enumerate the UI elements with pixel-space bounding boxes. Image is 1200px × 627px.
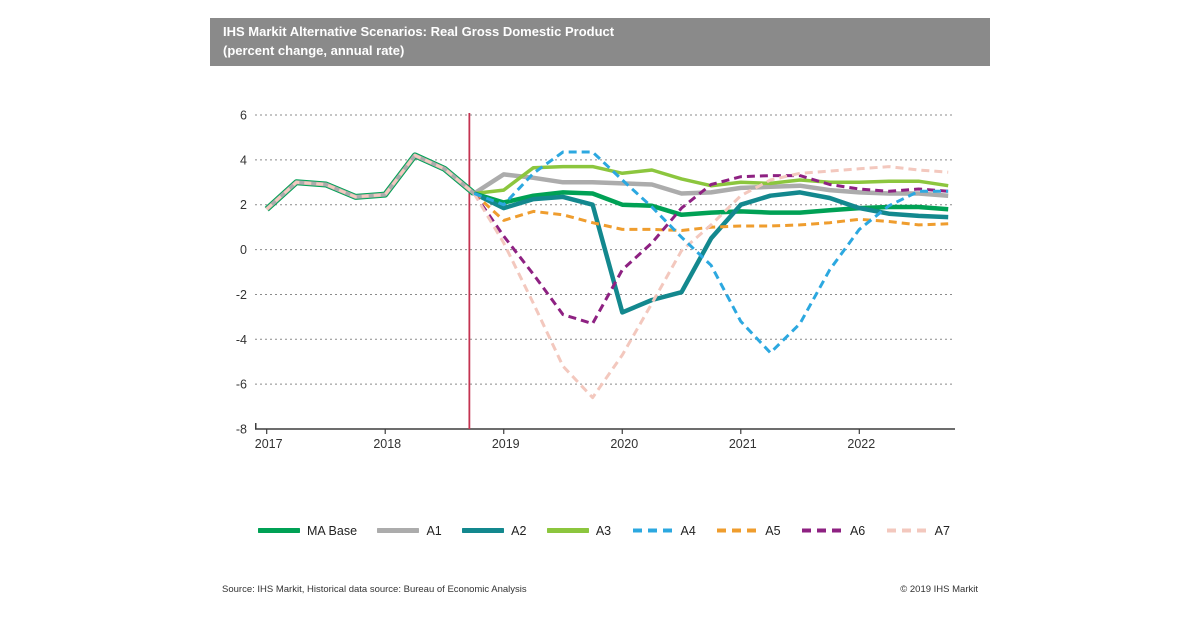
x-tick-label-2022: 2022 (847, 437, 875, 451)
y-tick-label-2: 2 (240, 198, 247, 212)
x-tick-label-2018: 2018 (373, 437, 401, 451)
gdp-line-chart: 6 4 2 0 -2 -4 -6 -8 2017 2018 2019 2020 2021 2022 (210, 78, 990, 498)
legend-item-a7: A7 (886, 524, 950, 538)
x-tick-label-2019: 2019 (492, 437, 520, 451)
legend-item-a3: A3 (546, 523, 612, 538)
legend-label: A7 (934, 523, 950, 538)
y-tick-label--8: -8 (236, 422, 247, 436)
series-line-a4 (473, 150, 949, 354)
legend-item-ma-base: MA Base (258, 524, 357, 538)
y-tick-label--2: -2 (236, 288, 247, 302)
legend-swatch-a6 (801, 528, 842, 533)
y-tick-label-4: 4 (240, 153, 247, 167)
legend-label: A2 (511, 523, 527, 538)
x-tick-label-2017: 2017 (255, 437, 283, 451)
legend-label: A4 (680, 523, 696, 538)
legend-label: A3 (595, 523, 612, 538)
chart-title-bar: IHS Markit Alternative Scenarios: Real G… (210, 18, 990, 66)
chart-footer: Source: IHS Markit, Historical data sour… (222, 584, 978, 595)
chart-card: IHS Markit Alternative Scenarios: Real G… (210, 18, 990, 595)
series-line-a7 (472, 164, 949, 399)
legend-label: A1 (426, 523, 442, 538)
legend-swatch-a4 (632, 528, 673, 533)
legend-item-a1: A1 (377, 523, 442, 538)
copyright-note: © 2019 IHS Markit (900, 583, 978, 595)
history-line-layer-2 (265, 153, 476, 210)
chart-title-line2: (percent change, annual rate) (223, 42, 405, 58)
legend-item-a6: A6 (801, 524, 865, 538)
x-tick-label-2020: 2020 (610, 437, 638, 451)
gdp-chart-canvas: 6 4 2 0 -2 -4 -6 -8 2017 2018 2019 2020 2021 2022 (236, 108, 955, 451)
legend-label: A6 (849, 523, 866, 538)
chart-legend: MA Base A1 A2 A3 A4 A5 A6 A7 (258, 524, 950, 538)
legend-swatch-a1 (377, 528, 420, 534)
legend-swatch-ma-base (258, 528, 300, 534)
legend-item-a4: A4 (632, 524, 696, 538)
legend-label: A5 (765, 523, 781, 538)
series-line-a1 (472, 171, 949, 198)
y-tick-label-0: 0 (240, 243, 247, 257)
chart-title-line1: IHS Markit Alternative Scenarios: Real G… (223, 24, 615, 39)
legend-swatch-a7 (886, 528, 927, 533)
y-tick-label-6: 6 (240, 108, 247, 122)
series-line-a6 (472, 173, 949, 325)
series-line-a2 (473, 189, 949, 315)
legend-swatch-a5 (717, 528, 758, 533)
source-note: Source: IHS Markit, Historical data sour… (222, 583, 527, 595)
y-tick-label--4: -4 (236, 332, 247, 346)
legend-swatch-a2 (462, 528, 505, 534)
x-tick-label-2021: 2021 (729, 437, 757, 451)
legend-label: MA Base (307, 523, 358, 538)
legend-item-a2: A2 (462, 524, 526, 538)
y-tick-label--6: -6 (236, 377, 247, 391)
legend-item-a5: A5 (716, 523, 781, 538)
legend-swatch-a3 (546, 528, 589, 534)
